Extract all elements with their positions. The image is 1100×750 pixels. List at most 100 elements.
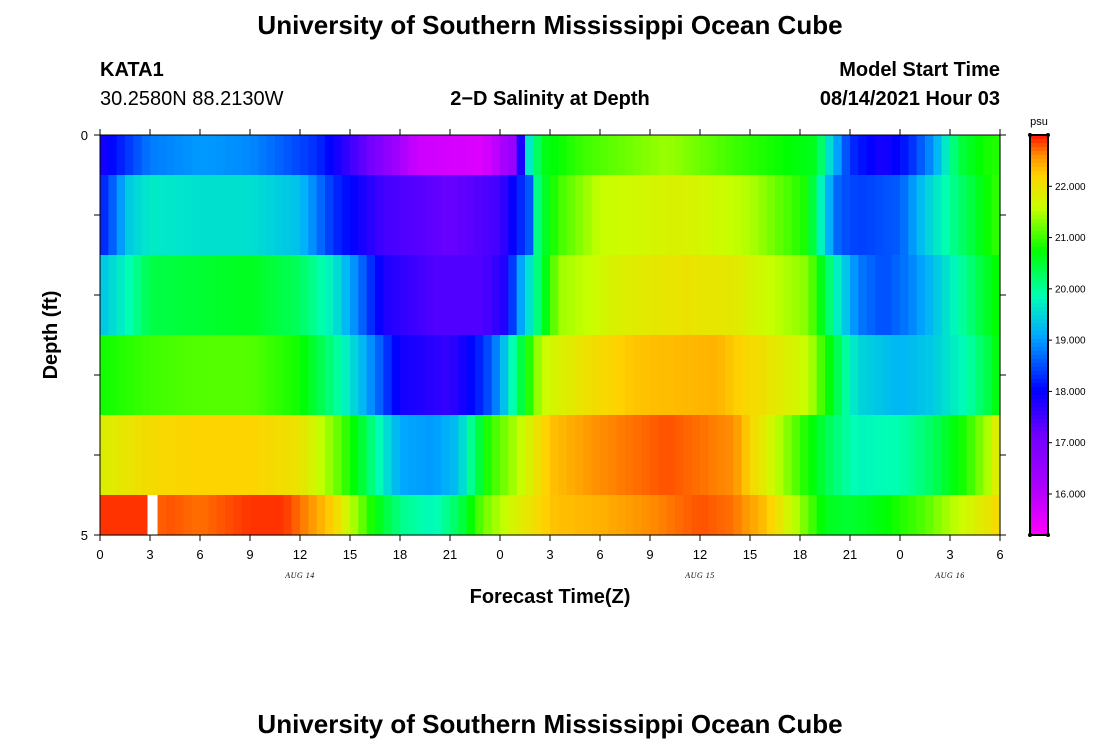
heatmap-cell — [625, 175, 634, 256]
colorbar-swatch — [1030, 375, 1048, 380]
heatmap-cell — [158, 495, 168, 536]
heatmap-cell — [616, 175, 626, 256]
heatmap-cell — [816, 495, 826, 536]
heatmap-cell — [300, 335, 309, 416]
heatmap-cell — [850, 415, 859, 496]
heatmap-cell — [708, 175, 718, 256]
heatmap-cell — [500, 495, 509, 536]
heatmap-cell — [775, 175, 784, 256]
heatmap-cell — [408, 415, 418, 496]
heatmap-cell — [925, 135, 934, 176]
heatmap-cell — [658, 135, 668, 176]
heatmap-cell — [916, 495, 926, 536]
no-data-gap — [147, 495, 158, 535]
heatmap-cell — [141, 335, 151, 416]
heatmap-cell — [308, 335, 318, 416]
heatmap-cell — [225, 335, 234, 416]
heatmap-cell — [316, 495, 326, 536]
heatmap-cell — [875, 255, 884, 336]
heatmap-cell — [700, 335, 709, 416]
heatmap-cell — [758, 255, 768, 336]
heatmap-cell — [666, 135, 676, 176]
heatmap-cell — [700, 255, 709, 336]
heatmap-cell — [683, 495, 693, 536]
heatmap-cell — [483, 335, 493, 416]
heatmap-cell — [950, 335, 959, 416]
heatmap-cell — [750, 495, 759, 536]
heatmap-cell — [975, 255, 984, 336]
colorbar-swatch — [1030, 519, 1048, 524]
heatmap-cell — [383, 255, 393, 336]
heatmap-cell — [500, 255, 509, 336]
heatmap-cell — [533, 135, 543, 176]
heatmap-cell — [658, 335, 668, 416]
heatmap-cell — [600, 175, 609, 256]
heatmap-cell — [508, 255, 518, 336]
heatmap-cell — [366, 135, 376, 176]
heatmap-cell — [533, 335, 543, 416]
colorbar-swatch — [1030, 223, 1048, 228]
colorbar-swatch — [1030, 447, 1048, 452]
heatmap-cell — [250, 335, 259, 416]
y-axis: 05 — [81, 128, 1006, 543]
heatmap-cell — [225, 175, 234, 256]
heatmap-cell — [358, 335, 368, 416]
heatmap-cell — [516, 135, 526, 176]
heatmap-cell — [200, 495, 209, 536]
heatmap-cell — [391, 255, 401, 336]
heatmap-cell — [816, 415, 826, 496]
colorbar-unit: psu — [1030, 116, 1048, 128]
heatmap-cell — [441, 415, 451, 496]
colorbar-swatch — [1030, 387, 1048, 392]
heatmap-cell — [408, 495, 418, 536]
heatmap-cell — [700, 175, 709, 256]
heatmap-cell — [266, 335, 276, 416]
heatmap-cell — [825, 135, 834, 176]
heatmap-cell — [733, 255, 743, 336]
heatmap-cell — [416, 135, 426, 176]
heatmap-cell — [116, 255, 126, 336]
colorbar-swatch — [1030, 163, 1048, 168]
heatmap-cell — [133, 175, 143, 256]
heatmap-cell — [258, 175, 268, 256]
colorbar-tick-label: 17.000 — [1055, 438, 1086, 449]
heatmap-cell — [508, 335, 518, 416]
heatmap-cell — [233, 255, 243, 336]
heatmap-cell — [275, 255, 284, 336]
y-tick-label: 0 — [81, 128, 88, 143]
heatmap-cell — [258, 495, 268, 536]
colorbar-swatch — [1030, 451, 1048, 456]
heatmap-cell — [908, 175, 918, 256]
heatmap-cell — [383, 135, 393, 176]
heatmap-cell — [966, 335, 976, 416]
colorbar-swatch — [1030, 503, 1048, 508]
heatmap-cell — [708, 135, 718, 176]
heatmap-cell — [225, 495, 234, 536]
heatmap-cell — [875, 415, 884, 496]
heatmap-cell — [516, 255, 526, 336]
x-tick-label: 0 — [896, 547, 903, 562]
colorbar-swatch — [1030, 207, 1048, 212]
colorbar-swatch — [1030, 167, 1048, 172]
colorbar-swatch — [1030, 423, 1048, 428]
heatmap-cell — [866, 415, 876, 496]
heatmap-cell — [558, 335, 568, 416]
heatmap-cell — [666, 175, 676, 256]
colorbar-swatch — [1030, 251, 1048, 256]
heatmap-cell — [941, 335, 951, 416]
heatmap-cell — [291, 415, 301, 496]
heatmap-cell — [583, 415, 593, 496]
heatmap-cell — [641, 255, 651, 336]
heatmap-cell — [491, 175, 501, 256]
heatmap-cell — [491, 255, 501, 336]
heatmap-cell — [966, 255, 976, 336]
heatmap-cell — [166, 135, 176, 176]
colorbar-swatch — [1030, 295, 1048, 300]
heatmap-cell — [591, 175, 601, 256]
heatmap-cell — [708, 335, 718, 416]
heatmap-cell — [300, 415, 309, 496]
heatmap-cell — [683, 135, 693, 176]
heatmap-cell — [675, 175, 684, 256]
heatmap-cell — [725, 175, 734, 256]
heatmap-cell — [933, 335, 943, 416]
